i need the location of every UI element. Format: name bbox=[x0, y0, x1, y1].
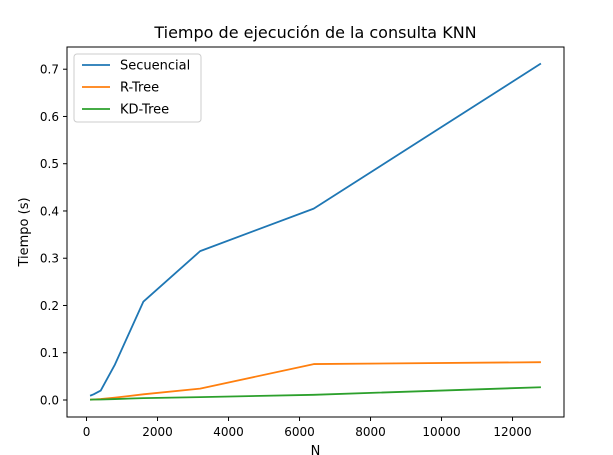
x-tick-label: 12000 bbox=[493, 425, 531, 439]
x-axis-label: N bbox=[311, 444, 321, 455]
legend-label: KD-Tree bbox=[120, 103, 169, 118]
y-tick-label: 0.2 bbox=[40, 299, 59, 313]
y-tick-label: 0.0 bbox=[40, 393, 59, 407]
legend-label: R-Tree bbox=[120, 81, 159, 96]
y-tick-label: 0.4 bbox=[40, 204, 59, 218]
chart-title: Tiempo de ejecución de la consulta KNN bbox=[153, 23, 476, 42]
kd-tree-line bbox=[90, 386, 541, 401]
y-axis-ticks: 0.0 0.1 0.2 0.3 0.4 0.5 0.6 0.7 bbox=[40, 63, 67, 407]
legend-label: Secuencial bbox=[120, 59, 190, 74]
y-tick-label: 0.6 bbox=[40, 110, 59, 124]
y-tick-label: 0.5 bbox=[40, 157, 59, 171]
secuencial-line bbox=[89, 62, 542, 397]
x-tick-label: 2000 bbox=[142, 425, 173, 439]
y-axis-label: Tiempo (s) bbox=[17, 197, 32, 267]
y-tick-label: 0.1 bbox=[40, 346, 59, 360]
y-tick-label: 0.3 bbox=[40, 252, 59, 266]
x-tick-label: 10000 bbox=[422, 425, 460, 439]
y-tick-label: 0.7 bbox=[40, 63, 59, 77]
legend: Secuencial R-Tree KD-Tree bbox=[73, 53, 202, 123]
x-tick-label: 0 bbox=[83, 425, 91, 439]
legend-box bbox=[73, 53, 202, 123]
x-axis-ticks: 0 2000 4000 6000 8000 10000 12000 bbox=[83, 417, 532, 439]
x-tick-label: 6000 bbox=[284, 425, 315, 439]
plot-frame bbox=[66, 46, 565, 418]
series-layer bbox=[89, 62, 542, 401]
x-tick-label: 4000 bbox=[213, 425, 244, 439]
x-tick-label: 8000 bbox=[355, 425, 386, 439]
